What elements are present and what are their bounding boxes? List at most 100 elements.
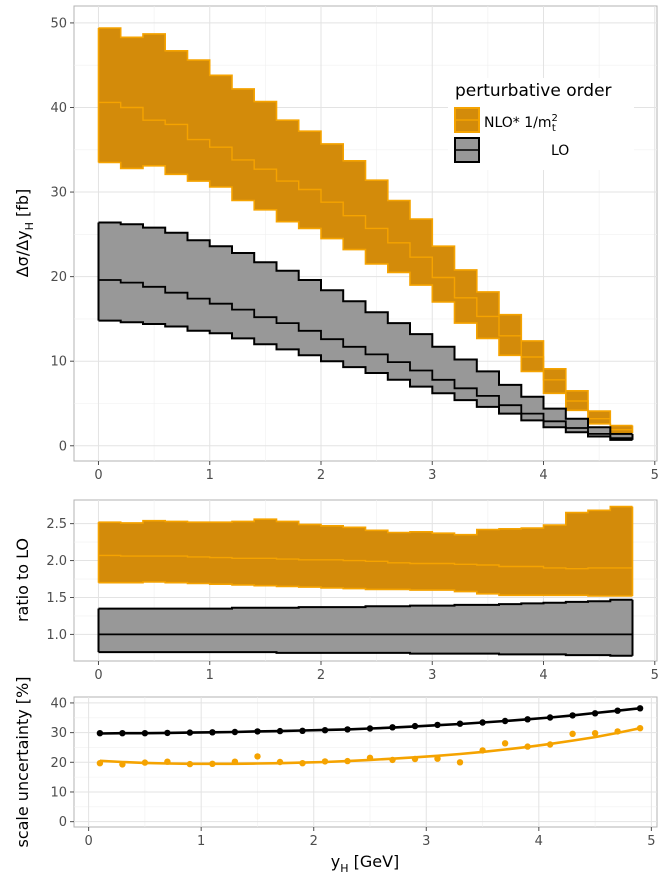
main-x-tick-label: 1 xyxy=(206,468,214,483)
ratio-y-tick-label: 1.5 xyxy=(46,591,67,606)
unc-point-lo xyxy=(389,724,396,731)
unc-x-tick-label: 1 xyxy=(197,834,205,849)
main-bands xyxy=(97,27,634,441)
unc-point-nlo xyxy=(299,760,306,767)
ratio-y-ticks: 1.0 1.5 2.0 2.5 xyxy=(46,517,74,643)
unc-point-nlo xyxy=(636,725,644,732)
ratio-band-lo xyxy=(98,599,633,656)
unc-point-lo xyxy=(344,726,351,733)
ratio-upper-lo xyxy=(98,598,633,610)
x-axis-label: yH [GeV] xyxy=(331,852,400,875)
unc-point-lo xyxy=(434,721,441,729)
unc-x-tick-label: 3 xyxy=(422,834,430,849)
unc-point-lo xyxy=(366,725,374,732)
unc-point-nlo xyxy=(276,758,284,766)
ratio-y-tick-label: 2.0 xyxy=(46,554,67,569)
unc-y-tick-label: 40 xyxy=(50,696,67,711)
main-x-tick-label: 2 xyxy=(317,468,325,483)
unc-point-nlo xyxy=(501,740,509,747)
unc-point-nlo xyxy=(366,754,374,761)
main-x-tick-label: 0 xyxy=(94,468,102,483)
unc-point-lo xyxy=(186,729,194,736)
uncertainty-grid xyxy=(74,697,657,827)
unc-point-lo xyxy=(164,729,171,737)
unc-point-lo xyxy=(524,716,531,723)
ratio-y-axis-label: ratio to LO xyxy=(13,538,32,622)
unc-point-lo xyxy=(546,714,554,721)
unc-point-nlo xyxy=(524,743,531,750)
unc-point-nlo xyxy=(164,758,171,765)
main-y-ticks: 0 10 20 30 40 50 xyxy=(50,16,74,454)
main-y-tick-label: 20 xyxy=(50,270,67,285)
unc-point-lo xyxy=(636,705,644,712)
main-y-tick-label: 30 xyxy=(50,186,67,201)
unc-point-lo xyxy=(299,727,306,734)
main-central-lo xyxy=(98,279,633,440)
unc-point-lo xyxy=(119,730,126,737)
legend: perturbative order NLO* 1/m2 t LO xyxy=(448,78,634,170)
unc-point-nlo xyxy=(569,730,576,737)
unc-y-tick-label: 10 xyxy=(50,785,67,800)
uncertainty-y-ticks: 0 10 20 30 40 xyxy=(50,696,74,830)
unc-point-nlo xyxy=(546,741,554,748)
unc-point-lo xyxy=(591,710,599,717)
unc-point-nlo xyxy=(434,755,441,762)
legend-title: perturbative order xyxy=(455,81,612,101)
unc-point-lo xyxy=(501,717,509,725)
unc-point-nlo xyxy=(614,728,621,735)
unc-point-nlo xyxy=(456,759,464,766)
legend-label-lo: LO xyxy=(551,143,569,159)
unc-point-lo xyxy=(456,720,464,727)
main-x-tick-label: 4 xyxy=(539,468,547,483)
unc-point-nlo xyxy=(411,755,419,763)
main-y-axis-label: Δσ/ΔyH [fb] xyxy=(13,189,36,278)
unc-point-lo xyxy=(479,719,486,726)
main-x-ticks: 0 1 2 3 4 5 xyxy=(94,461,659,483)
ratio-panel: 1.0 1.5 2.0 2.5 0 1 2 3 4 5 ratio to LO xyxy=(13,499,659,683)
main-y-tick-label: 40 xyxy=(50,101,67,116)
uncertainty-marks xyxy=(96,705,644,768)
unc-x-tick-label: 4 xyxy=(535,834,543,849)
main-y-tick-label: 50 xyxy=(50,16,67,31)
ratio-y-tick-label: 1.0 xyxy=(46,628,67,643)
unc-y-tick-label: 30 xyxy=(50,726,67,741)
unc-point-nlo xyxy=(209,760,216,767)
unc-point-lo xyxy=(209,729,216,736)
unc-point-nlo xyxy=(141,759,149,766)
unc-y-tick-label: 20 xyxy=(50,756,67,771)
unc-point-nlo xyxy=(591,730,599,737)
unc-point-nlo xyxy=(479,747,486,754)
ratio-x-tick-label: 1 xyxy=(206,668,214,683)
unc-y-tick-label: 0 xyxy=(59,815,67,830)
unc-point-nlo xyxy=(389,756,396,764)
unc-point-lo xyxy=(614,707,621,714)
legend-label-nlo: NLO* 1/m2 t xyxy=(484,113,558,134)
main-panel: 0 10 20 30 40 50 0 1 2 3 4 5 Δσ/ΔyH [fb] perturbat… xyxy=(13,5,659,483)
unc-point-nlo xyxy=(254,753,261,760)
unc-point-lo xyxy=(141,730,149,737)
unc-point-lo xyxy=(96,730,104,737)
ratio-x-ticks: 0 1 2 3 4 5 xyxy=(94,661,659,683)
main-central-nlo xyxy=(98,101,633,431)
ratio-x-tick-label: 3 xyxy=(428,668,436,683)
unc-x-tick-label: 2 xyxy=(310,834,318,849)
unc-point-lo xyxy=(321,727,329,734)
unc-point-lo xyxy=(276,727,284,735)
uncertainty-y-axis-label: scale uncertainty [%] xyxy=(13,677,32,848)
unc-point-nlo xyxy=(96,760,104,767)
ratio-central-nlo xyxy=(98,554,633,570)
uncertainty-panel: 0 10 20 30 40 0 1 2 3 4 5 scale uncertainty [%] y… xyxy=(13,677,658,875)
ratio-x-tick-label: 2 xyxy=(317,668,325,683)
main-y-tick-label: 0 xyxy=(59,439,67,454)
unc-point-nlo xyxy=(321,758,329,765)
main-upper-lo xyxy=(98,221,633,435)
ratio-x-tick-label: 5 xyxy=(651,668,659,683)
ratio-lower-lo xyxy=(98,651,633,657)
ratio-bands xyxy=(97,505,634,657)
unc-point-nlo xyxy=(119,761,126,768)
unc-point-lo xyxy=(254,728,261,735)
unc-point-nlo xyxy=(186,760,194,768)
uncertainty-x-ticks: 0 1 2 3 4 5 xyxy=(84,827,656,849)
main-upper-nlo xyxy=(98,27,633,427)
